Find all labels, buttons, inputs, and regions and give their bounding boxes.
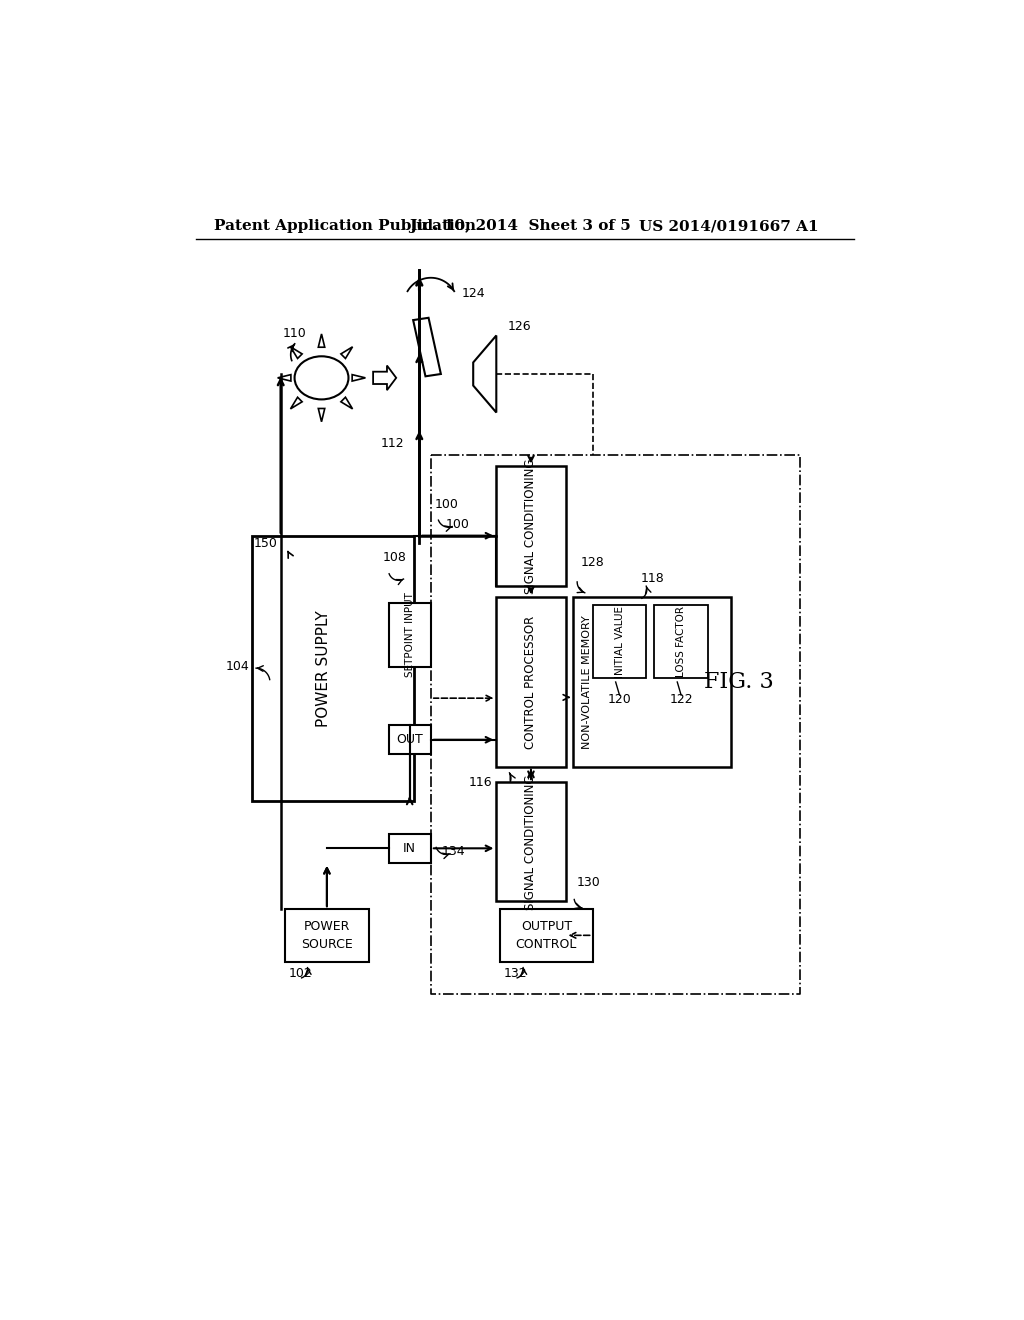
Text: FIG. 3: FIG. 3 xyxy=(703,671,774,693)
Bar xyxy=(497,597,565,767)
Text: 122: 122 xyxy=(670,693,693,706)
Text: INITIAL VALUE: INITIAL VALUE xyxy=(614,606,625,677)
Bar xyxy=(573,597,731,767)
Text: POWER SUPPLY: POWER SUPPLY xyxy=(316,610,332,727)
Bar xyxy=(388,834,431,863)
Text: SOURCE: SOURCE xyxy=(301,939,353,952)
Text: 112: 112 xyxy=(381,437,404,450)
Text: 134: 134 xyxy=(442,845,466,858)
Text: 128: 128 xyxy=(581,556,604,569)
Text: CONTROL PROCESSOR: CONTROL PROCESSOR xyxy=(524,615,538,748)
Bar xyxy=(388,603,431,667)
Text: SETPOINT INPUT: SETPOINT INPUT xyxy=(404,593,415,677)
Text: 120: 120 xyxy=(607,693,632,706)
Text: 150: 150 xyxy=(253,537,278,550)
Text: 132: 132 xyxy=(504,966,527,979)
Text: POWER: POWER xyxy=(304,920,350,933)
Text: 100: 100 xyxy=(445,517,470,531)
Text: US 2014/0191667 A1: US 2014/0191667 A1 xyxy=(639,219,818,234)
Text: 118: 118 xyxy=(640,572,665,585)
Text: IN: IN xyxy=(403,842,416,855)
Text: Jul. 10, 2014  Sheet 3 of 5: Jul. 10, 2014 Sheet 3 of 5 xyxy=(410,219,631,234)
Bar xyxy=(252,536,414,801)
Bar xyxy=(497,781,565,902)
Bar xyxy=(593,605,646,678)
Text: Patent Application Publication: Patent Application Publication xyxy=(214,219,476,234)
Text: SIGNAL CONDITIONING: SIGNAL CONDITIONING xyxy=(524,458,538,594)
Text: 130: 130 xyxy=(577,875,601,888)
Text: LOSS FACTOR: LOSS FACTOR xyxy=(676,606,686,677)
Bar xyxy=(388,725,431,755)
Text: 110: 110 xyxy=(283,327,306,341)
Text: 100: 100 xyxy=(434,499,458,511)
Text: 124: 124 xyxy=(462,286,485,300)
Text: NON-VOLATILE MEMORY: NON-VOLATILE MEMORY xyxy=(583,615,592,748)
Text: 102: 102 xyxy=(289,966,312,979)
Text: 104: 104 xyxy=(226,660,250,673)
Text: OUT: OUT xyxy=(396,733,423,746)
Text: OUTPUT: OUTPUT xyxy=(521,920,572,933)
Text: 108: 108 xyxy=(383,550,407,564)
Text: 126: 126 xyxy=(508,319,531,333)
Bar xyxy=(497,466,565,586)
Bar xyxy=(500,909,593,961)
Text: SIGNAL CONDITIONING: SIGNAL CONDITIONING xyxy=(524,774,538,909)
Bar xyxy=(654,605,708,678)
Text: CONTROL: CONTROL xyxy=(516,939,578,952)
Text: 116: 116 xyxy=(469,776,493,788)
Bar xyxy=(285,909,370,961)
